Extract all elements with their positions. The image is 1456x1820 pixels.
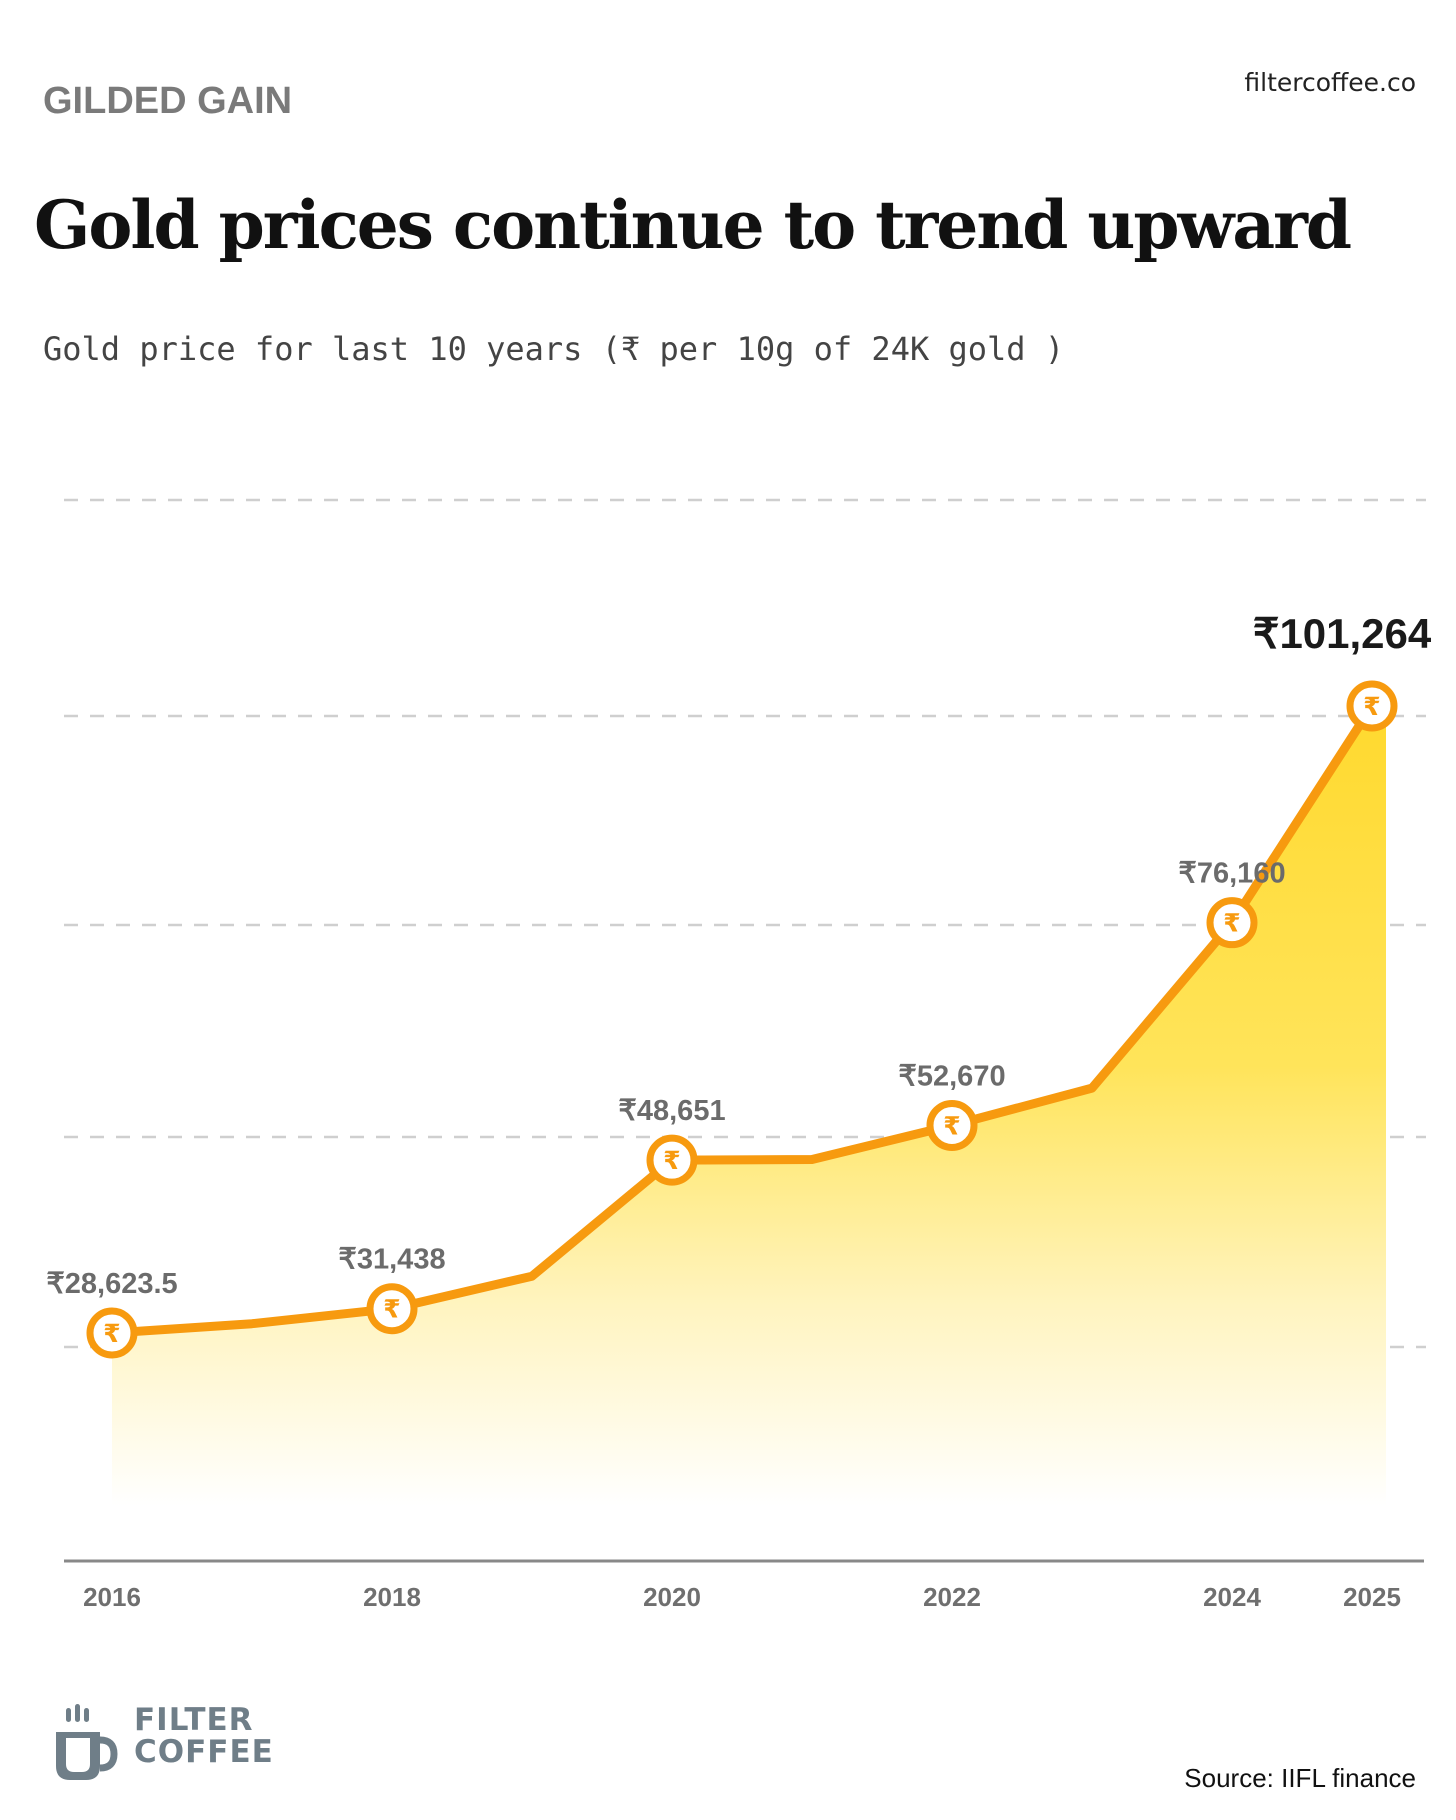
data-value-label: ₹48,651 [618, 1095, 725, 1127]
rupee-icon: ₹ [1223, 909, 1240, 938]
data-point-marker: ₹ ₹52,670 [898, 1060, 1006, 1151]
x-tick-label: 2016 [83, 1582, 141, 1612]
marker-circle [366, 1283, 418, 1335]
x-tick-label: 2022 [923, 1582, 981, 1612]
rupee-icon: ₹ [1363, 692, 1380, 721]
chart-title: Gold prices continue to trend upward [34, 186, 1352, 264]
marker-circle [1346, 680, 1398, 732]
price-area [112, 706, 1386, 1506]
source-note: Source: IIFL finance [1184, 1763, 1416, 1793]
marker-circle [86, 1307, 138, 1359]
chart-subtitle: Gold price for last 10 years (₹ per 10g … [43, 330, 1065, 368]
x-tick-label: 2025 [1343, 1582, 1401, 1612]
x-tick-label: 2024 [1203, 1582, 1261, 1612]
data-value-label: ₹76,160 [1178, 858, 1285, 890]
data-value-label: ₹52,670 [898, 1060, 1005, 1092]
rupee-icon: ₹ [663, 1146, 680, 1175]
brand-line-2: COFFEE [134, 1734, 274, 1770]
brand-line-1: FILTER [134, 1702, 254, 1738]
brand-logo: FILTER COFFEE [54, 1704, 294, 1784]
marker-circle [646, 1134, 698, 1186]
x-tick-label: 2018 [363, 1582, 421, 1612]
brand-name: FILTER COFFEE [134, 1704, 274, 1768]
rupee-icon: ₹ [383, 1295, 400, 1324]
rupee-icon: ₹ [103, 1319, 120, 1348]
data-point-marker: ₹ ₹76,160 [1178, 858, 1286, 949]
rupee-icon: ₹ [943, 1111, 960, 1140]
data-point-marker: ₹ ₹48,651 [618, 1095, 726, 1186]
data-value-label: ₹28,623.5 [46, 1268, 177, 1300]
chart-kicker: GILDED GAIN [43, 80, 293, 122]
data-point-marker: ₹ ₹31,438 [338, 1244, 446, 1335]
coffee-cup-icon [56, 1704, 118, 1780]
latest-value-label: ₹101,264 [1253, 610, 1432, 657]
marker-circle [926, 1099, 978, 1151]
marker-circle [1206, 897, 1258, 949]
data-point-marker: ₹ ₹28,623.5 [46, 1268, 178, 1359]
data-point-marker: ₹ ₹101,264 [1253, 610, 1432, 732]
price-line [107, 701, 1377, 1338]
data-value-label: ₹31,438 [338, 1244, 445, 1276]
x-tick-label: 2020 [643, 1582, 701, 1612]
site-url[interactable]: filtercoffee.co [1244, 68, 1416, 97]
